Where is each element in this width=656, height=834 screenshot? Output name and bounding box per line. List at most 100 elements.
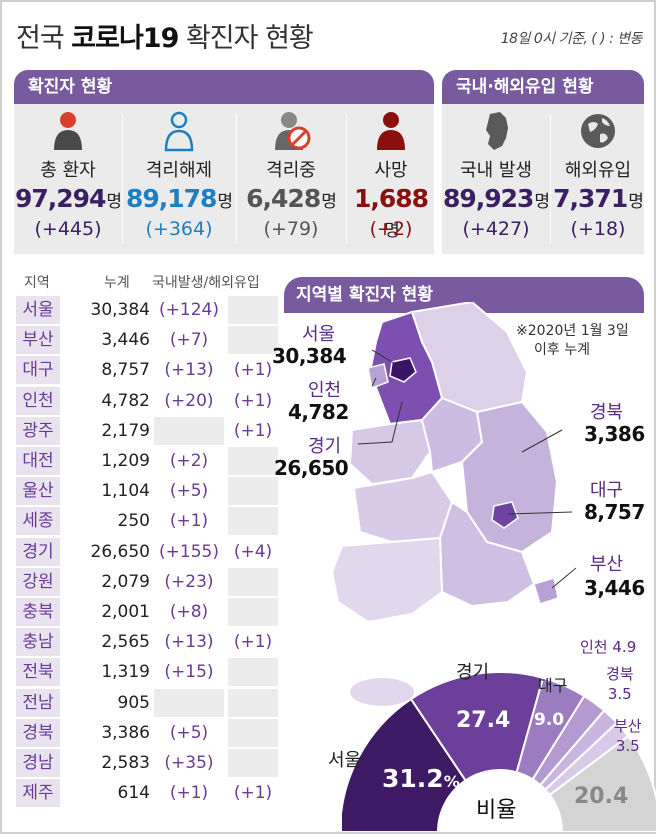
map-region-jeju [350,678,414,706]
domestic-cell: (+15) [164,662,214,683]
map-label-incheon-name: 인천 [308,380,342,401]
person-icon [54,112,82,150]
imported-cell [228,447,278,475]
stat-change: (+2) [369,218,413,240]
person-prohibited-icon [275,112,311,150]
stat-change: (+427) [462,218,530,240]
stat-label: 해외유입 [564,160,632,181]
imported-cell: (+1) [233,420,273,441]
map-region-incheon [367,363,389,390]
imported-cell [228,598,278,626]
reference-note: 18일 0시 기준, ( ) : 변동 [500,31,643,47]
stat-value: 7,371명 [553,184,644,213]
stat-total: 총 환자 97,294명 (+445) [14,104,122,250]
domestic-cell: (+1) [169,783,209,804]
imported-cell [228,658,278,686]
stat-isolated: 격리중 6,428명 (+79) [238,104,344,250]
stat-change: (+18) [570,218,626,240]
table-row: 대구 8,757 (+13) (+1) [16,356,276,386]
ratio-center-label: 비율 [476,798,517,823]
domestic-cell: (+5) [169,481,209,502]
imported-cell [228,296,278,324]
ratio-label-seoul-name: 서울 [328,750,362,771]
map-region-seoul [389,357,417,383]
imported-cell [228,326,278,354]
ratio-label-daegu-name: 대구 [538,676,568,695]
imported-cell [228,477,278,505]
imported-cell: (+4) [233,541,273,562]
origin-panel-title: 국내·해외유입 현황 [442,70,644,104]
total-cell: 3,386 [101,722,150,743]
region-cell: 경기 [16,537,60,566]
imported-cell: (+1) [233,783,273,804]
ratio-label-other-value: 20.4 [574,784,629,809]
imported-cell [228,719,278,747]
domestic-cell: (+5) [169,722,209,743]
region-cell: 충남 [16,628,60,657]
map-region-gyeongnam [438,500,536,608]
map-note: ※2020년 1월 3일 이후 누계 [516,322,629,360]
table-row: 제주 614 (+1) (+1) [16,779,276,809]
stat-value: 6,428명 [246,184,337,213]
ratio-label-gyeonggi-name: 경기 [456,662,490,683]
total-cell: 30,384 [90,300,150,320]
stat-released: 격리해제 89,178명 (+364) [124,104,234,250]
imported-cell: (+1) [233,390,273,411]
map-note-line: ※2020년 1월 3일 [516,323,629,339]
region-cell: 전남 [16,688,60,717]
confirmed-stats: 총 환자 97,294명 (+445) 격리해제 89,178명 (+364) [14,104,434,254]
stat-imported: 해외유입 7,371명 (+18) [552,104,644,250]
korea-map-icon [486,112,508,150]
table-row: 충북 2,001 (+8) [16,598,278,628]
ratio-label-daegu-value: 9.0 [534,710,565,730]
ratio-label-seoul-value: 31.2% [382,764,460,793]
ratio-label-incheon: 인천 4.9 [580,638,637,656]
imported-cell [228,689,278,717]
table-header-region: 지역 [24,275,50,291]
total-cell: 1,209 [101,451,150,471]
map-region-busan [533,577,559,605]
imported-cell [228,749,278,777]
korea-map [330,302,577,706]
stat-domestic: 국내 발생 89,923명 (+427) [442,104,550,250]
stat-value: 97,294명 [14,184,122,213]
domestic-cell: (+155) [159,541,219,562]
map-region-jeonnam [330,536,444,624]
stat-value: 89,178명 [125,184,233,213]
region-cell: 광주 [16,416,60,445]
imported-cell [228,568,278,596]
total-cell: 1,104 [101,481,150,502]
person-icon [377,112,405,150]
table-row: 경북 3,386 (+5) [16,718,278,749]
total-cell: 3,446 [101,330,150,351]
ratio-chart [342,671,656,832]
imported-cell: (+1) [233,632,273,653]
domestic-cell: (+1) [169,511,209,532]
table-row: 인천 4,782 (+20) (+1) [16,386,276,417]
stat-change: (+79) [263,218,319,240]
total-cell: 26,650 [90,541,150,562]
map-label-incheon-value: 4,782 [288,400,349,424]
total-cell: 250 [117,511,150,532]
stat-deaths: 사망 1,688명 (+2) [348,104,434,250]
domestic-cell: (+7) [169,330,209,351]
origin-stats: 국내 발생 89,923명 (+427) 해외유입 7,371명 (+18) [442,104,644,254]
globe-icon [581,114,615,148]
map-label-busan-value: 3,446 [584,576,645,600]
total-cell: 2,079 [101,571,150,592]
page-title: 전국 코로나19 확진자 현황 [16,23,314,54]
total-cell: 905 [117,692,150,713]
stat-value: 1,688명 [353,184,429,241]
total-cell: 8,757 [101,360,150,381]
total-cell: 2,001 [101,602,150,622]
domestic-cell: (+8) [169,602,209,622]
map-note-line: 이후 누계 [534,342,590,358]
table-row: 전남 905 [16,688,278,719]
stat-change: (+445) [34,218,102,240]
region-cell: 경북 [16,718,60,747]
region-cell: 제주 [16,779,60,808]
stat-label: 사망 [374,160,408,181]
table-header-domestic-imported: 국내발생/해외유입 [152,275,260,291]
map-region-jeonbuk [352,470,454,544]
